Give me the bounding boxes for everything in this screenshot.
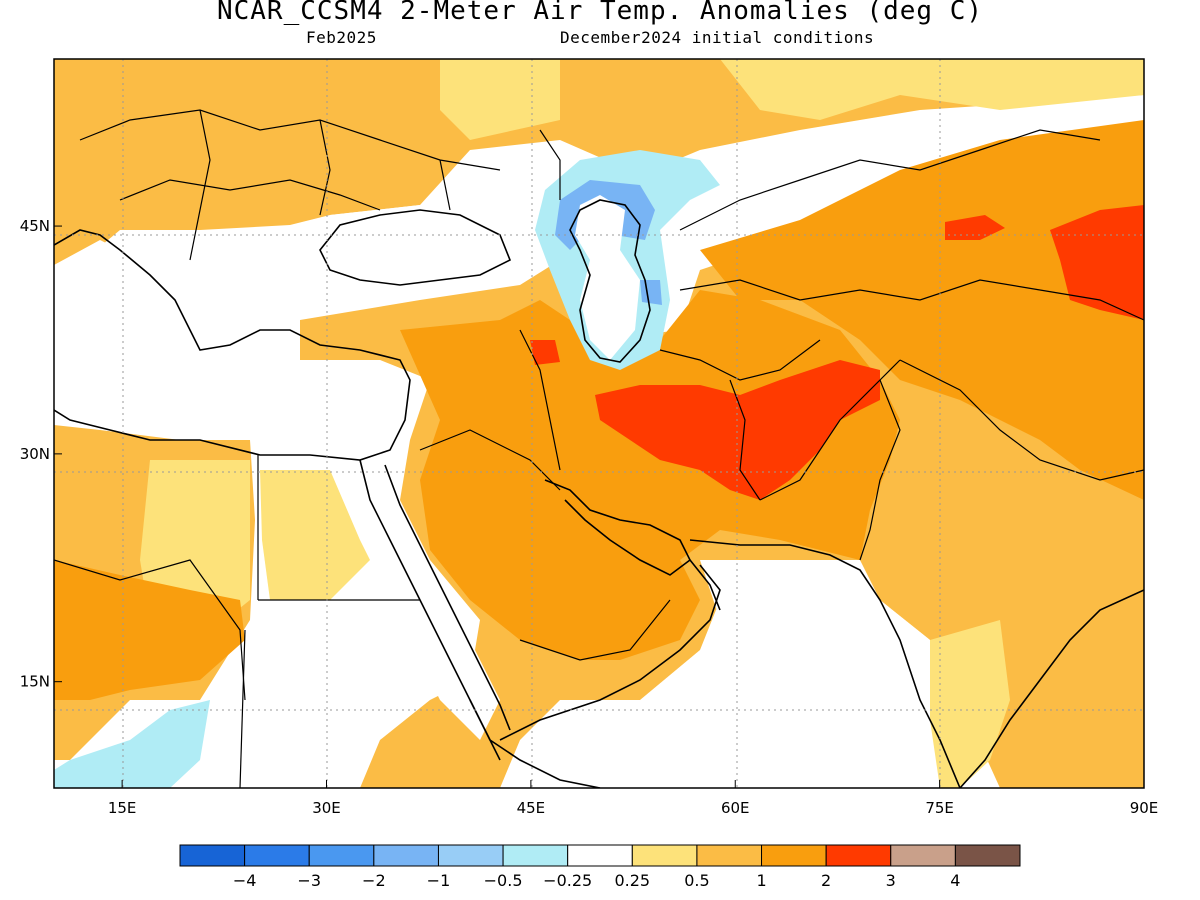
lon-tick-label: 60E [721,799,750,817]
colorbar-swatch [696,844,763,867]
colorbar-swatch [890,844,956,867]
anomaly-region-yellow-nw [440,59,560,140]
border-turkmenistan [659,339,821,381]
border-iraq-iran [519,329,561,471]
colorbar-swatch [308,844,375,867]
coastline-mediterranean [54,229,411,461]
colorbar-swatch [502,844,569,867]
lat-tick-label: 30N [20,445,50,463]
colorbar-swatch [825,844,892,867]
red-sea-neutral [330,470,500,740]
colorbar-label: 4 [950,871,960,890]
colorbar-label: 0.25 [614,871,650,890]
anomaly-field [54,59,1144,788]
coastline-pakistan-india [689,539,961,788]
coastline-red-sea-east [384,464,511,731]
coastline-india-east [959,589,1144,788]
border-europe-3 [189,109,211,261]
coastline-africa-horn [469,699,601,788]
colorbar-label: 1 [756,871,766,890]
coastline-black-sea [319,209,512,286]
border-pakistan-india [859,379,901,561]
anomaly-region-kazakh-east [945,215,1005,240]
lon-tick-label: 90E [1130,799,1159,817]
map-title: NCAR_CCSM4 2-Meter Air Temp. Anomalies (… [216,0,984,26]
border-chad-sudan [239,629,246,788]
anomaly-region-east-asia [700,120,1144,500]
border-china-mongolia [1039,289,1144,321]
anomaly-region-north-africa [54,560,245,700]
colorbar-label: −4 [233,871,257,890]
indian-ocean-neutral [500,560,930,788]
border-arabia-yemen [519,599,671,661]
init-conditions-label: December2024 initial conditions [560,28,875,47]
colorbar-swatch [567,844,633,867]
lon-axis: 15E 30E 45E 60E 75E 90E [108,780,1158,817]
coastline-caspian-sea [569,199,651,363]
lon-tick-label: 45E [517,799,546,817]
border-russia-kazakh [539,129,561,200]
border-europe-1 [79,109,501,171]
colorbar-swatch [631,844,698,867]
coastline-arabia-south [499,564,721,741]
borders [54,109,1144,788]
colorbar-label: −1 [427,871,451,890]
border-kazakhstan-north [679,129,1101,231]
border-europe-5 [439,159,451,211]
anomaly-region-yellow-india [930,620,1010,788]
colorbar-swatch [179,844,246,867]
lon-tick-label: 75E [925,799,954,817]
lat-tick-label: 45N [20,217,50,235]
anomaly-region-yellow-north [720,59,1144,120]
coastline-gulf-of-oman [689,559,721,611]
colorbar-swatch [954,844,1021,867]
lat-axis: 45N 30N 15N [20,217,62,691]
border-europe-2 [119,179,381,211]
anomaly-region-africa-cool [54,700,210,788]
mediterranean-neutral [54,240,410,440]
colorbar-label: −3 [297,871,321,890]
colorbar-label: 2 [821,871,831,890]
lat-tick-label: 15N [20,673,50,691]
colorbar-label: −2 [362,871,386,890]
border-kazakhstan-south [679,279,1041,301]
black-sea-neutral [330,205,500,285]
border-afghanistan-pakistan [759,359,901,501]
graticule [54,59,1144,788]
colorbar-swatch [244,844,310,867]
coastline-persian-gulf [544,479,692,576]
lon-tick-label: 15E [108,799,137,817]
colorbar-swatch [761,844,827,867]
coastlines [54,199,1144,788]
colorbar-label: 3 [886,871,896,890]
border-europe-4 [319,119,331,216]
caspian-neutral [575,195,640,360]
valid-month-label: Feb2025 [306,28,377,47]
border-india-china [899,359,1144,481]
colorbar-label: −0.25 [543,871,592,890]
anomaly-region-iran-afghanistan [595,360,880,500]
anomaly-region-caucasus [530,340,560,365]
lon-tick-label: 30E [312,799,341,817]
border-sahel [54,559,246,701]
colorbar-swatch [373,844,439,867]
colorbar-label: 0.5 [684,871,709,890]
anomaly-region-mongolia [1050,205,1144,320]
border-iran-afghanistan [729,379,761,501]
anomaly-region-north [54,59,1144,265]
colorbar: −4 −3 −2 −1 −0.5 −0.25 0.25 0.5 1 2 3 4 [179,844,1021,890]
anomaly-region-caspian-cold-south [640,280,662,305]
colorbar-swatch [437,844,504,867]
border-saudi-north [419,429,561,491]
colorbar-label: −0.5 [484,871,523,890]
map-frame [53,58,1145,789]
